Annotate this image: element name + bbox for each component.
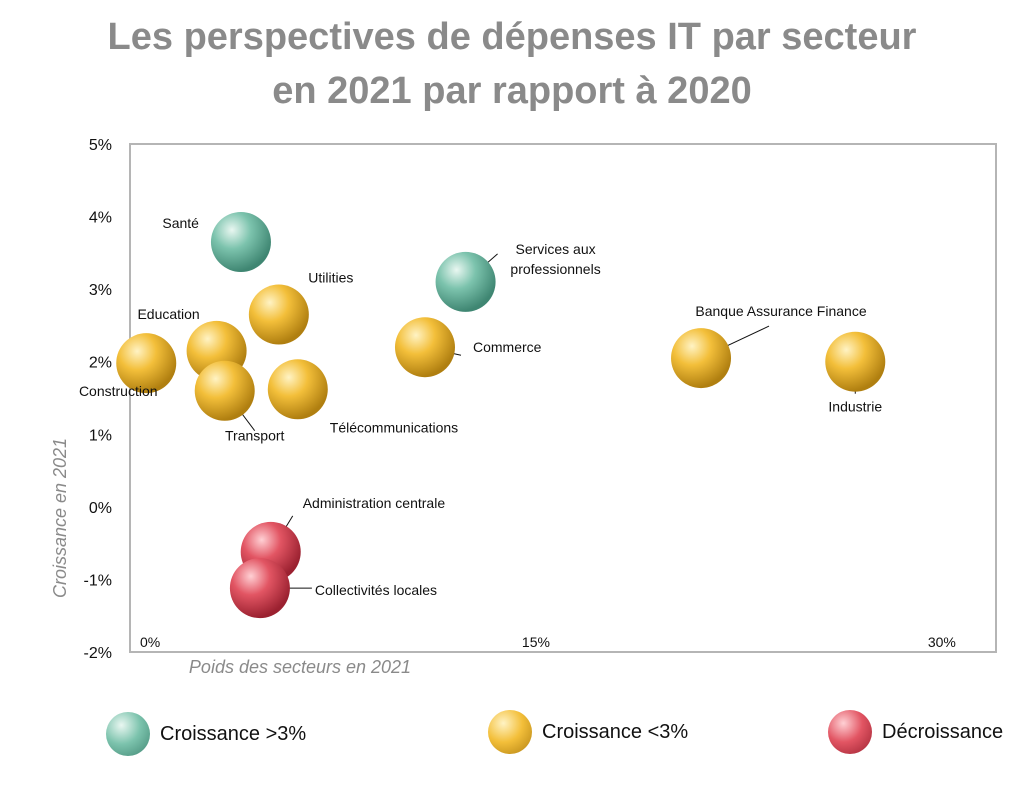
y-tick-label: 4% bbox=[89, 210, 112, 227]
point-label: Construction bbox=[79, 383, 158, 399]
point-labels: Santé Services aux professionnels Utilities… bbox=[79, 215, 882, 598]
legend-swatch-high bbox=[106, 712, 150, 756]
x-tick-label: 30% bbox=[928, 634, 956, 650]
legend-item-neg: Décroissance bbox=[828, 710, 1003, 754]
point-label: Banque Assurance Finance bbox=[695, 303, 866, 319]
x-axis-title: Poids des secteurs en 2021 bbox=[189, 657, 411, 677]
x-tick-label: 15% bbox=[522, 634, 550, 650]
point-label: Transport bbox=[225, 428, 285, 444]
y-tick-label: -2% bbox=[84, 645, 112, 662]
y-axis-title: Croissance en 2021 bbox=[50, 438, 70, 598]
bubble-point bbox=[435, 251, 496, 312]
legend-swatch-neg bbox=[828, 710, 872, 754]
legend-item-low: Croissance <3% bbox=[488, 710, 688, 754]
legend-label-low: Croissance <3% bbox=[542, 720, 689, 743]
point-label: Education bbox=[137, 306, 199, 322]
bubble-point bbox=[248, 284, 309, 345]
bubble-series bbox=[116, 211, 886, 619]
point-label: Industrie bbox=[828, 399, 882, 415]
x-tick-label: 0% bbox=[140, 634, 160, 650]
legend-label-neg: Décroissance bbox=[882, 720, 1004, 743]
bubble-point bbox=[116, 333, 177, 394]
y-tick-label: 2% bbox=[89, 355, 112, 372]
bubble-point bbox=[229, 558, 290, 619]
bubble-point bbox=[267, 359, 328, 420]
y-tick-label: 0% bbox=[89, 500, 112, 517]
y-axis-ticks: 5% 4% 3% 2% 1% 0% -1% -2% bbox=[84, 137, 112, 662]
y-tick-label: 1% bbox=[89, 427, 112, 444]
x-axis-ticks: 0% 15% 30% bbox=[140, 634, 956, 650]
chart-title-line2: en 2021 par rapport à 2020 bbox=[272, 70, 752, 112]
y-tick-label: 3% bbox=[89, 282, 112, 299]
point-label: Utilities bbox=[308, 270, 353, 286]
bubble-point bbox=[825, 331, 886, 392]
bubble-point bbox=[210, 211, 271, 272]
chart-title-line1: Les perspectives de dépenses IT par sect… bbox=[107, 16, 917, 58]
plot-area-frame bbox=[129, 143, 997, 653]
y-tick-label: 5% bbox=[89, 137, 112, 154]
point-label: Télécommunications bbox=[330, 419, 458, 435]
point-label: Collectivités locales bbox=[315, 582, 437, 598]
bubble-point bbox=[194, 360, 255, 421]
point-label: Services aux professionnels bbox=[510, 241, 600, 277]
bubble-point bbox=[671, 328, 732, 389]
point-label: Commerce bbox=[473, 339, 542, 355]
legend-swatch-low bbox=[488, 710, 532, 754]
legend-item-high: Croissance >3% bbox=[106, 712, 306, 756]
bubble-point bbox=[394, 317, 455, 378]
legend-label-high: Croissance >3% bbox=[160, 722, 307, 745]
point-label: Santé bbox=[162, 215, 199, 231]
point-label: Administration centrale bbox=[303, 495, 446, 511]
y-tick-label: -1% bbox=[84, 572, 112, 589]
